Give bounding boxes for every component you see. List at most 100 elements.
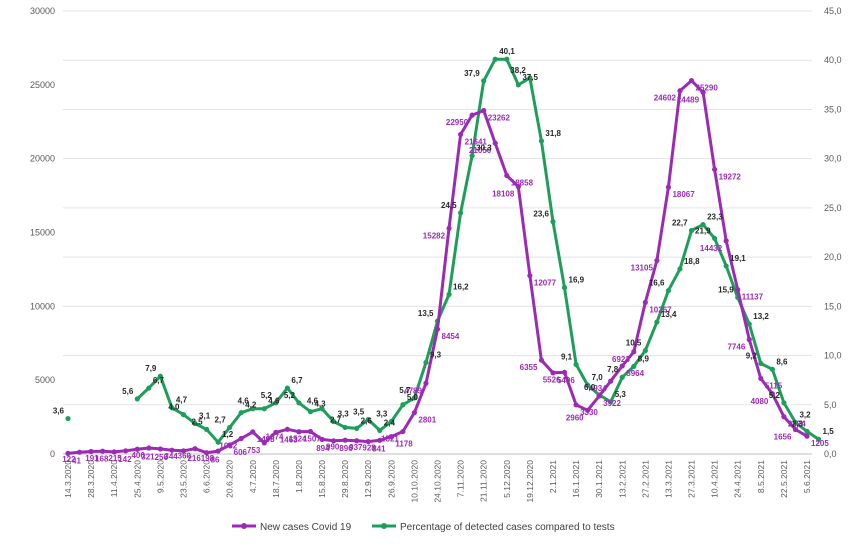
data-point (261, 440, 267, 446)
data-label: 13,5 (418, 309, 434, 318)
data-label: 18108 (492, 190, 515, 199)
y-tick-label: 10000 (30, 301, 55, 311)
data-point (273, 429, 279, 435)
y2-tick-label: 0,0 (824, 449, 837, 459)
data-point (631, 363, 637, 369)
data-point (169, 405, 175, 411)
data-point (619, 374, 625, 380)
data-label: 23,6 (533, 210, 549, 219)
data-label: 2,5 (191, 417, 203, 426)
data-point (804, 433, 810, 439)
data-label: 3330 (580, 408, 598, 417)
data-point (758, 360, 764, 367)
data-label: 3,3 (376, 410, 388, 419)
data-point (677, 88, 683, 94)
data-point (469, 112, 475, 118)
data-point (192, 420, 198, 427)
x-tick-label: 27.2.2021 (640, 460, 650, 498)
data-point (307, 428, 314, 435)
data-point (296, 400, 302, 406)
data-point (481, 78, 487, 84)
x-tick-label: 23.5.2020 (178, 460, 188, 498)
data-label: 23262 (488, 113, 511, 122)
data-point (561, 369, 568, 375)
x-tick-label: 20.6.2020 (225, 460, 235, 498)
data-point (573, 402, 579, 408)
x-tick-label: 5.12.2020 (502, 460, 512, 498)
x-tick-label: 6.6.2020 (202, 460, 212, 493)
data-point (377, 437, 383, 443)
data-label: 841 (372, 445, 386, 454)
data-label: 894 (316, 444, 330, 453)
y2-tick-label: 15,0 (824, 301, 842, 311)
data-point (284, 385, 290, 391)
x-tick-label: 4.7.2020 (248, 460, 258, 493)
data-label: 198 (201, 454, 215, 463)
data-point (134, 446, 140, 452)
data-label: 8454 (442, 332, 460, 341)
x-tick-label: 27.3.2021 (687, 460, 697, 498)
data-point (203, 450, 210, 456)
data-label: 321 (141, 452, 155, 461)
data-label: 31,8 (545, 129, 561, 138)
data-label: 9,1 (561, 352, 573, 361)
data-label: 6923 (612, 355, 630, 364)
data-label: 5,2 (284, 391, 296, 400)
x-tick-label: 14.3.2020 (63, 460, 73, 498)
data-point (654, 257, 660, 264)
x-tick-label: 29.8.2020 (340, 460, 350, 498)
data-label: 3,5 (353, 408, 365, 417)
data-point (342, 424, 348, 431)
data-label: 1524 (289, 434, 307, 443)
x-tick-label: 24.10.2020 (433, 460, 443, 503)
data-point (815, 436, 822, 442)
y-tick-label: 25000 (30, 80, 55, 90)
x-tick-label: 13.2.2021 (617, 460, 627, 498)
data-point (146, 385, 152, 391)
data-point (180, 412, 187, 418)
data-point (631, 349, 637, 355)
data-label: 753 (247, 446, 261, 455)
data-point (388, 434, 394, 440)
data-label: 9,2 (746, 351, 758, 360)
data-label: 5115 (765, 381, 783, 390)
y2-tick-label: 10,0 (824, 351, 842, 361)
data-label: 990 (326, 442, 340, 451)
data-label: 937 (349, 443, 363, 452)
data-point (88, 448, 94, 455)
data-point (712, 235, 718, 242)
x-tick-label: 13.3.2021 (663, 460, 673, 498)
data-label: 6,0 (584, 383, 596, 392)
data-label: 37,9 (464, 69, 480, 78)
y2-tick-label: 20,0 (824, 252, 842, 262)
data-point (169, 447, 175, 453)
data-label: 1507 (303, 435, 321, 444)
data-label: 1178 (395, 440, 413, 449)
data-point (585, 382, 591, 388)
data-point (515, 82, 521, 88)
x-tick-label: 28.3.2020 (86, 460, 96, 498)
data-label: 14432 (700, 244, 723, 253)
x-tick-label: 19.12.2020 (525, 460, 535, 503)
data-label: 18067 (672, 190, 695, 199)
legend-marker-new-cases (241, 523, 247, 529)
data-point (538, 357, 545, 363)
data-point (654, 319, 660, 325)
data-label: 4080 (751, 397, 769, 406)
data-label: 4,7 (176, 396, 188, 405)
data-point (804, 428, 810, 434)
data-label: 7,9 (145, 364, 157, 373)
x-tick-label: 5.6.2021 (802, 460, 812, 493)
data-label: 5,6 (122, 387, 134, 396)
data-label: 12077 (534, 279, 557, 288)
data-point (123, 448, 129, 454)
data-label: 25290 (696, 84, 719, 93)
data-label: 142 (118, 455, 132, 464)
data-label: 3,3 (338, 410, 350, 419)
x-tick-label: 12.9.2020 (363, 460, 373, 498)
legend-marker-percentage (381, 523, 387, 529)
data-point (273, 400, 279, 406)
data-point (434, 326, 441, 332)
data-point (365, 438, 371, 445)
